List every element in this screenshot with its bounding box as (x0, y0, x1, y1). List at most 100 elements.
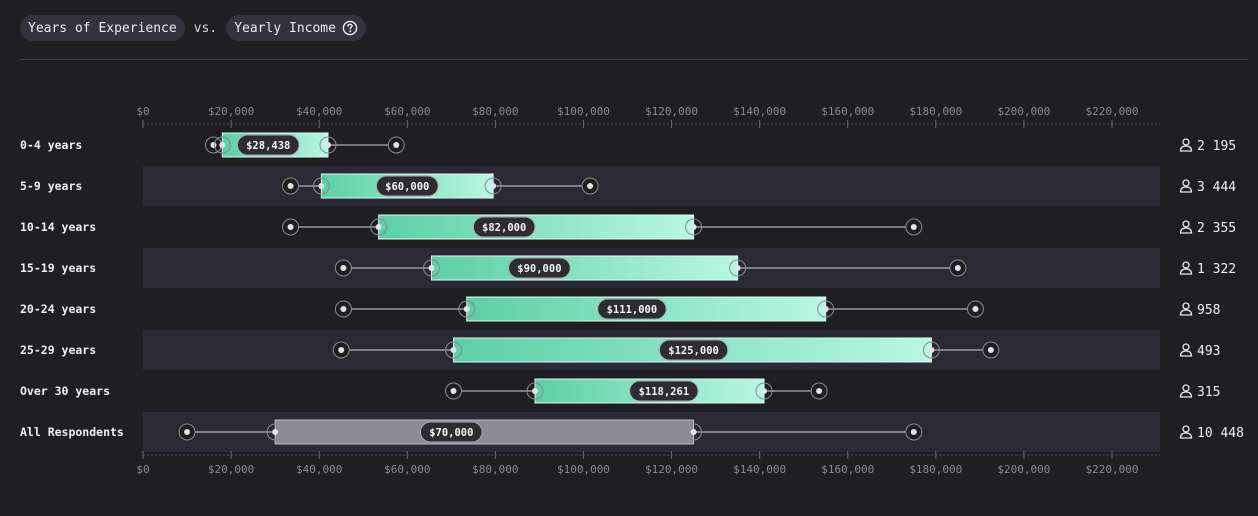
q3-marker-ring (685, 423, 703, 441)
top-tick-label: $200,000 (997, 105, 1050, 118)
q3-marker (822, 306, 829, 312)
median-label: $90,000 (517, 263, 561, 275)
bottom-tick-label: $80,000 (472, 463, 518, 476)
y-metric-label: Yearly Income (234, 20, 336, 36)
respondent-count: 493 (1197, 344, 1220, 359)
q3-marker-ring (685, 218, 703, 236)
median-pill (420, 421, 483, 443)
x-metric-selector[interactable]: Years of Experience (20, 15, 185, 41)
bottom-tick-label: $20,000 (208, 463, 254, 476)
whisker-low-dot (184, 429, 191, 435)
median-pill (597, 298, 667, 320)
median-label: $28,438 (246, 140, 290, 152)
median-pill (658, 339, 729, 361)
median-pill (375, 175, 439, 197)
q1-marker (450, 347, 457, 353)
whisker-high-dot (972, 306, 979, 312)
q3-marker-ring (319, 136, 337, 154)
q3-marker-ring (922, 341, 940, 359)
top-tick-label: $60,000 (384, 105, 430, 118)
respondent-count: 10 448 (1197, 426, 1244, 441)
median-label: $111,000 (607, 304, 658, 316)
q3-marker (928, 347, 935, 353)
median-pill (629, 380, 699, 402)
q1-marker (532, 388, 539, 394)
whisker-high-dot (587, 183, 594, 189)
q3-marker (490, 183, 497, 189)
median-pill (508, 257, 571, 279)
top-tick-label: $100,000 (557, 105, 610, 118)
respondent-count: 1 322 (1197, 262, 1236, 277)
top-tick-label: $0 (136, 105, 149, 118)
vs-label: vs. (193, 20, 218, 36)
respondent-count: 2 195 (1197, 139, 1236, 154)
bottom-tick-label: $140,000 (733, 463, 786, 476)
q1-marker-ring (213, 136, 231, 154)
top-tick-label: $140,000 (733, 105, 786, 118)
whisker-high-dot (393, 142, 400, 148)
median-label: $125,000 (668, 345, 719, 357)
q3-marker-ring (729, 259, 747, 277)
whisker-high-dot (910, 224, 917, 230)
iqr-box (274, 419, 695, 445)
whisker-high-dot (954, 265, 961, 271)
person-icon-body (1179, 432, 1193, 439)
whisker-high-dot (910, 429, 917, 435)
bottom-tick-label: $200,000 (997, 463, 1050, 476)
y-metric-selector[interactable]: Yearly Income (226, 15, 366, 41)
row-label: 5-9 years (20, 179, 82, 193)
q1-marker-ring (445, 341, 463, 359)
row-label: Over 30 years (20, 384, 110, 398)
median-label: $118,261 (639, 386, 690, 398)
top-tick-label: $80,000 (472, 105, 518, 118)
help-icon[interactable] (342, 20, 358, 36)
q1-marker-ring (458, 300, 476, 318)
person-icon-body (1179, 227, 1193, 234)
median-label: $60,000 (385, 181, 429, 193)
bottom-tick-label: $60,000 (384, 463, 430, 476)
q3-marker-ring (817, 300, 835, 318)
bottom-tick-label: $180,000 (909, 463, 962, 476)
q1-marker (219, 142, 226, 148)
q1-marker (375, 224, 382, 230)
whisker-high-dot (987, 347, 994, 353)
row-label: 25-29 years (20, 343, 96, 357)
bottom-tick-label: $120,000 (645, 463, 698, 476)
q1-marker (318, 183, 325, 189)
person-icon-body (1179, 309, 1193, 316)
whisker-high-dot (816, 388, 823, 394)
whisker-low-dot (340, 265, 347, 271)
q1-marker (463, 306, 470, 312)
top-tick-label: $120,000 (645, 105, 698, 118)
top-tick-label: $220,000 (1086, 105, 1139, 118)
median-pill (472, 216, 536, 238)
row-label: 15-19 years (20, 261, 96, 275)
iqr-box (430, 255, 739, 281)
q1-marker-ring (422, 259, 440, 277)
whisker-low-dot (287, 183, 294, 189)
respondent-count: 958 (1197, 303, 1220, 318)
top-tick-label: $20,000 (208, 105, 254, 118)
bottom-tick-label: $0 (136, 463, 149, 476)
person-icon (1182, 384, 1190, 392)
whisker-low-dot (210, 142, 217, 148)
median-label: $70,000 (429, 427, 473, 439)
whisker-low-dot (450, 388, 457, 394)
top-tick-label: $40,000 (296, 105, 342, 118)
bottom-tick-label: $220,000 (1086, 463, 1139, 476)
q1-marker-ring (526, 382, 544, 400)
person-icon (1182, 425, 1190, 433)
q1-marker-ring (312, 177, 330, 195)
bottom-tick-label: $100,000 (557, 463, 610, 476)
person-icon-body (1179, 268, 1193, 275)
top-tick-label: $180,000 (909, 105, 962, 118)
row-label: 10-14 years (20, 220, 96, 234)
q3-marker (324, 142, 331, 148)
person-icon (1182, 138, 1190, 146)
top-tick-label: $160,000 (821, 105, 874, 118)
q1-marker (428, 265, 435, 271)
q3-marker (690, 429, 697, 435)
respondent-count: 2 355 (1197, 221, 1236, 236)
person-icon (1182, 261, 1190, 269)
